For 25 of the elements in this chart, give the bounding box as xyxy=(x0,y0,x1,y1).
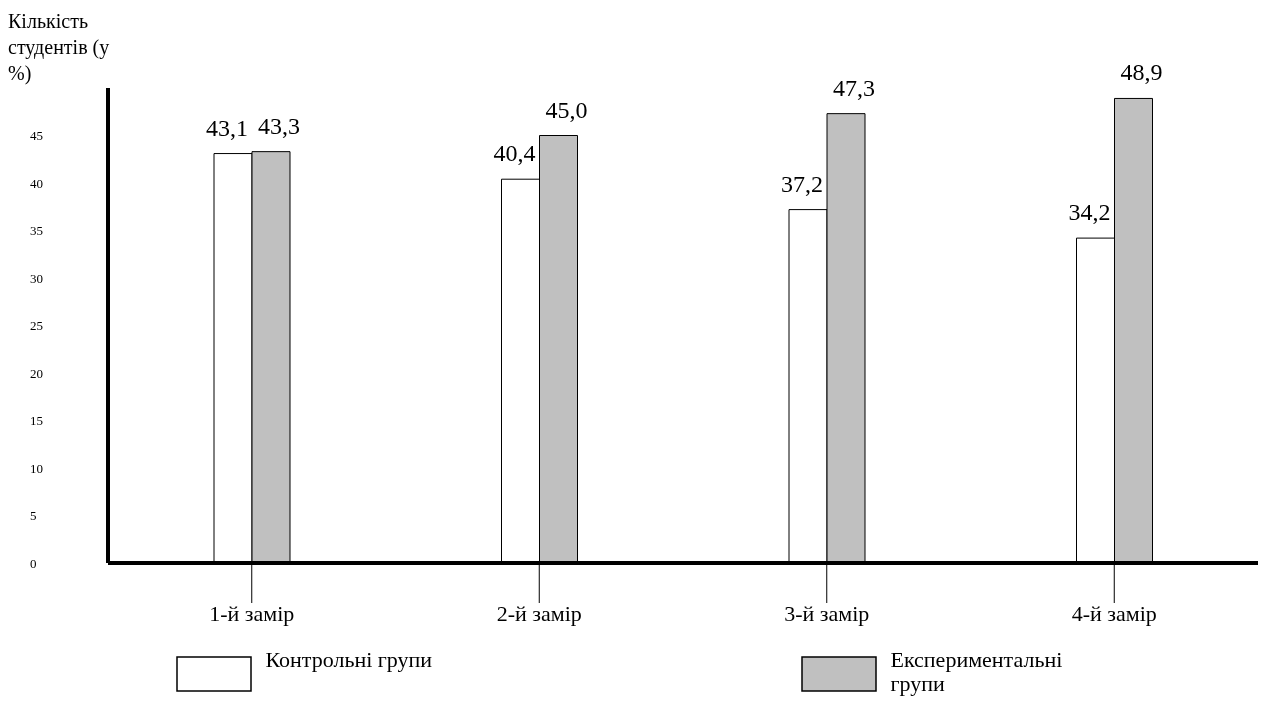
y-tick-label: 35 xyxy=(30,223,43,239)
data-label: 48,9 xyxy=(1120,59,1163,86)
y-tick-label: 15 xyxy=(30,413,43,429)
data-label: 45,0 xyxy=(545,96,588,123)
y-tick-label: 5 xyxy=(30,508,37,524)
data-label: 43,1 xyxy=(206,114,248,141)
x-tick-label: 2-й замір xyxy=(496,600,582,626)
legend-label: Контрольні групи xyxy=(265,647,434,672)
y-axis-title: Кількість студентів (у %) xyxy=(8,9,111,86)
data-label: 40,4 xyxy=(493,140,536,167)
data-label: 43,3 xyxy=(258,112,300,139)
y-tick-label: 25 xyxy=(30,318,43,334)
x-tick-label: 3-й замір xyxy=(784,600,870,626)
data-label: 37,2 xyxy=(781,170,823,197)
data-label: 34,2 xyxy=(1068,199,1111,226)
y-tick-label: 45 xyxy=(30,128,43,144)
data-label: 47,3 xyxy=(833,74,875,101)
legend-label: Експериментальні групи xyxy=(890,647,1064,696)
y-tick-label: 20 xyxy=(30,365,43,381)
x-tick-label: 1-й замір xyxy=(209,600,295,626)
y-tick-label: 40 xyxy=(30,175,43,191)
x-tick-label: 4-й замір xyxy=(1071,600,1157,626)
y-tick-label: 10 xyxy=(30,460,43,476)
y-tick-label: 30 xyxy=(30,270,43,286)
y-tick-label: 0 xyxy=(30,555,37,571)
